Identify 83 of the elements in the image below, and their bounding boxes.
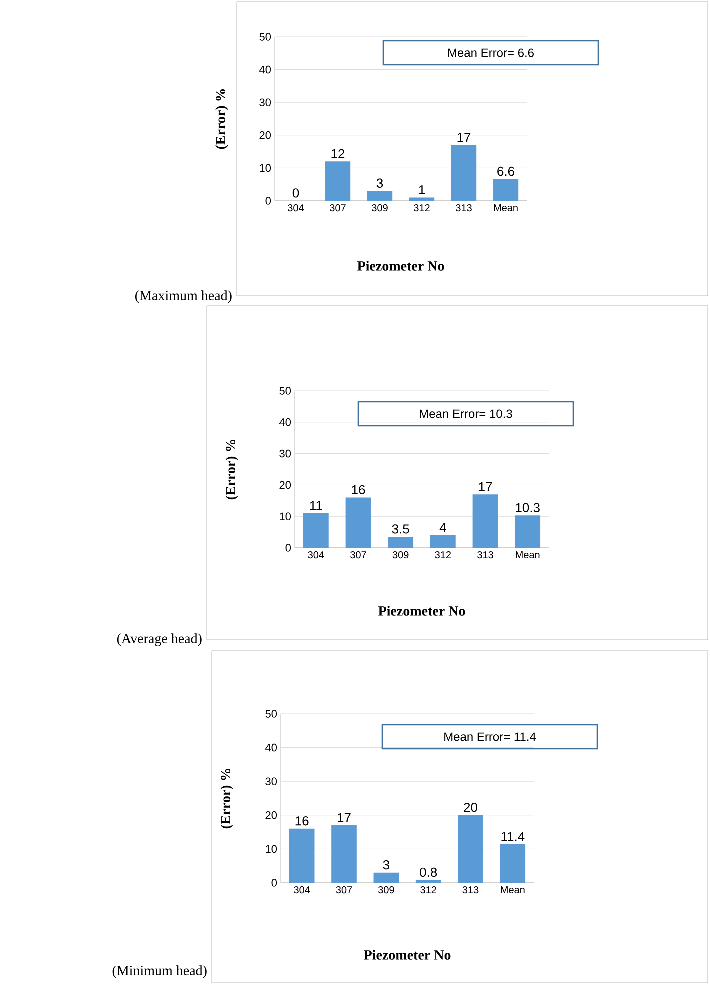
data-label: 0.8 xyxy=(420,868,438,878)
x-tick-label: Mean xyxy=(501,886,525,894)
bar xyxy=(303,513,329,548)
bar xyxy=(374,872,400,883)
bar xyxy=(289,828,315,883)
x-tick-label: 304 xyxy=(294,886,310,894)
x-tick-label: Mean xyxy=(494,204,518,212)
bar xyxy=(451,145,477,201)
data-label: 16 xyxy=(296,816,309,826)
y-tick-label: 20 xyxy=(260,132,272,140)
annotation: Mean Error= 11.4 xyxy=(444,732,536,742)
x-axis-title: Piezometer No xyxy=(364,950,451,960)
y-axis-title: (Error) % xyxy=(220,769,234,829)
data-label: 4 xyxy=(440,523,446,532)
y-tick-label: 50 xyxy=(260,33,272,41)
data-label: 12 xyxy=(332,149,345,158)
bar xyxy=(388,537,414,548)
data-label: 0 xyxy=(292,188,300,198)
y-axis-title: (Error) % xyxy=(226,440,238,500)
x-tick-label: 313 xyxy=(456,204,472,212)
y-tick-label: 30 xyxy=(260,98,272,106)
x-tick-label: 313 xyxy=(478,552,494,559)
data-label: 16 xyxy=(352,485,366,495)
data-label: 17 xyxy=(458,133,471,142)
bar xyxy=(472,494,498,548)
bar xyxy=(515,516,541,548)
x-tick-label: 312 xyxy=(420,886,436,894)
data-label: 11 xyxy=(310,501,322,510)
y-tick-label: 0 xyxy=(286,544,292,552)
y-tick-label: 10 xyxy=(260,164,272,172)
data-label: 3 xyxy=(383,860,390,870)
x-tick-label: 309 xyxy=(372,204,388,212)
x-tick-label: 304 xyxy=(308,552,324,559)
text: (Minimum head) xyxy=(112,966,207,978)
x-tick-label: Mean xyxy=(516,552,540,558)
bar xyxy=(458,815,484,883)
data-label: 3.5 xyxy=(392,524,410,534)
data-label: 17 xyxy=(479,482,492,492)
y-tick-label: 0 xyxy=(266,197,272,205)
bar xyxy=(416,880,442,883)
y-axis-title: (Error) % xyxy=(216,90,228,150)
data-label: 10.3 xyxy=(516,503,540,512)
bar xyxy=(430,535,456,548)
data-label: 20 xyxy=(464,802,478,812)
x-tick-label: 313 xyxy=(462,886,479,894)
data-label: 3 xyxy=(376,178,384,188)
x-tick-label: 307 xyxy=(350,552,366,559)
y-tick-label: 50 xyxy=(266,710,278,718)
y-tick-label: 50 xyxy=(280,387,292,395)
data-label: 11.4 xyxy=(502,832,525,842)
x-tick-label: 309 xyxy=(392,552,409,559)
y-tick-label: 20 xyxy=(266,812,278,820)
y-tick-label: 0 xyxy=(272,879,278,887)
bar xyxy=(367,191,393,201)
data-label: 17 xyxy=(338,813,351,822)
x-tick-label: 307 xyxy=(330,204,346,212)
y-tick-label: 20 xyxy=(280,481,292,490)
data-label: 6.6 xyxy=(498,166,514,176)
text: (Maximum head) xyxy=(135,290,232,304)
x-axis-title: Piezometer No xyxy=(378,606,466,616)
bar xyxy=(493,179,519,201)
x-tick-label: 304 xyxy=(288,204,304,212)
x-tick-label: 312 xyxy=(435,552,452,559)
y-tick-label: 40 xyxy=(259,66,272,74)
y-tick-label: 10 xyxy=(266,845,278,854)
bar xyxy=(325,162,351,201)
annotation: Mean Error= 6.6 xyxy=(448,48,534,58)
y-tick-label: 10 xyxy=(280,512,292,520)
x-tick-label: 307 xyxy=(336,886,352,894)
bar xyxy=(409,198,435,201)
y-tick-label: 30 xyxy=(280,450,292,458)
x-tick-label: 312 xyxy=(414,204,430,212)
text: (Average head) xyxy=(117,634,202,646)
y-tick-label: 40 xyxy=(279,418,292,426)
annotation: Mean Error= 10.3 xyxy=(420,410,512,418)
bar xyxy=(500,844,526,883)
x-tick-label: 309 xyxy=(378,886,394,894)
bar xyxy=(346,498,372,548)
x-axis-title: Piezometer No xyxy=(358,261,444,271)
data-label: 1 xyxy=(419,186,425,195)
y-tick-label: 30 xyxy=(266,778,278,786)
bar xyxy=(332,826,357,883)
y-tick-label: 40 xyxy=(265,744,278,752)
